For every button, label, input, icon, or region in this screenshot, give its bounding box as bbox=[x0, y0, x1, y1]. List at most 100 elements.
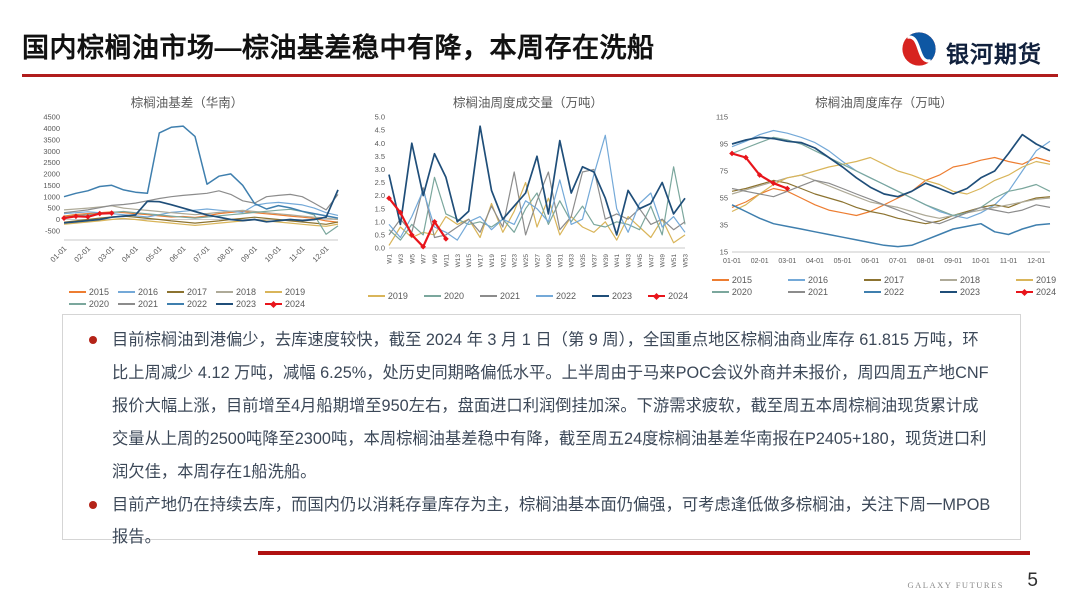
svg-text:W7: W7 bbox=[421, 254, 428, 264]
svg-text:09-01: 09-01 bbox=[944, 258, 962, 265]
svg-text:W47: W47 bbox=[648, 254, 655, 268]
legend-item-2018: 2018 bbox=[940, 275, 980, 285]
svg-text:-500: -500 bbox=[45, 226, 60, 235]
chart-title-volume: 棕榈油周度成交量（万吨） bbox=[452, 96, 603, 110]
chart-volume: 棕榈油周度成交量（万吨） 5.0 4.5 4.0 3.5 3.0 2.5 2.0 1.5 1.0… bbox=[363, 92, 693, 308]
svg-text:07-01: 07-01 bbox=[191, 244, 211, 264]
note-text-2: 目前产地仍在持续去库，而国内仍以消耗存量库存为主，棕榈油基本面仍偏强，可考虑逢低… bbox=[112, 495, 991, 547]
svg-text:W33: W33 bbox=[569, 254, 576, 268]
svg-text:10-01: 10-01 bbox=[263, 244, 283, 264]
legend-item-2023: 2023 bbox=[216, 299, 256, 309]
svg-text:W25: W25 bbox=[523, 254, 530, 268]
svg-text:08-01: 08-01 bbox=[917, 258, 935, 265]
legend-item-2020: 2020 bbox=[711, 287, 752, 297]
footer-brand-text: GALAXY FUTURES bbox=[907, 580, 1004, 590]
legend-item-2024: 2024 bbox=[265, 299, 305, 309]
svg-text:06-01: 06-01 bbox=[861, 258, 879, 265]
title-underline bbox=[22, 74, 1058, 77]
svg-text:W13: W13 bbox=[455, 254, 462, 268]
svg-text:W23: W23 bbox=[512, 254, 519, 268]
svg-text:W45: W45 bbox=[637, 254, 644, 268]
legend-item-2015: 2015 bbox=[711, 275, 752, 285]
svg-text:12-01: 12-01 bbox=[311, 244, 331, 264]
svg-text:1.5: 1.5 bbox=[375, 204, 385, 213]
chart-canvas-inventory: 115 95 75 55 35 15 01-01 02-01 03-01 04-01 05-01 06… bbox=[708, 112, 1060, 273]
footer-rule bbox=[258, 551, 1030, 555]
svg-text:55: 55 bbox=[720, 194, 728, 203]
legend-item-2015: 2015 bbox=[68, 287, 109, 297]
notes-box: 目前棕榈油到港偏少，去库速度较快，截至 2024 年 3 月 1 日（第 9 周… bbox=[62, 314, 1021, 546]
svg-text:75: 75 bbox=[720, 167, 728, 176]
svg-text:11-01: 11-01 bbox=[287, 244, 307, 264]
page-title: 国内棕榈油市场—棕油基差稳中有降，本周存在洗船 bbox=[22, 33, 655, 63]
svg-text:W49: W49 bbox=[660, 254, 667, 268]
svg-text:12-01: 12-01 bbox=[1027, 258, 1045, 265]
svg-text:15: 15 bbox=[720, 248, 728, 257]
legend-item-2020: 2020 bbox=[68, 299, 109, 309]
svg-text:02-01: 02-01 bbox=[72, 244, 92, 264]
bullet-dot bbox=[89, 336, 97, 344]
svg-text:2000: 2000 bbox=[43, 170, 60, 179]
svg-text:W37: W37 bbox=[591, 254, 598, 268]
svg-text:2.5: 2.5 bbox=[375, 178, 385, 187]
svg-text:10-01: 10-01 bbox=[972, 258, 990, 265]
legend-item-2016: 2016 bbox=[787, 275, 828, 285]
svg-text:04-01: 04-01 bbox=[806, 258, 824, 265]
legend-item-2024: 2024 bbox=[1016, 287, 1056, 297]
legend-item-2021: 2021 bbox=[479, 291, 520, 301]
legend-item-2021: 2021 bbox=[787, 287, 828, 297]
svg-text:3000: 3000 bbox=[43, 147, 60, 156]
chart-legend-inventory: 2015 2016 2017 2018 2019 2020 2021 2022 2023 2024 bbox=[711, 273, 1056, 297]
svg-text:0: 0 bbox=[56, 215, 60, 224]
legend-item-2021: 2021 bbox=[117, 299, 158, 309]
page-number: 5 bbox=[1027, 570, 1038, 591]
legend-item-2019: 2019 bbox=[367, 291, 408, 301]
svg-text:4.5: 4.5 bbox=[375, 126, 385, 135]
svg-text:05-01: 05-01 bbox=[144, 244, 164, 264]
svg-text:W53: W53 bbox=[683, 254, 690, 268]
svg-text:01-01: 01-01 bbox=[723, 258, 741, 265]
svg-text:W5: W5 bbox=[409, 254, 416, 264]
legend-item-2024: 2024 bbox=[648, 291, 688, 301]
notes-list: 目前棕榈油到港偏少，去库速度较快，截至 2024 年 3 月 1 日（第 9 周… bbox=[89, 324, 992, 554]
chart-title-basis: 棕榈油基差（华南） bbox=[130, 96, 244, 110]
svg-text:3500: 3500 bbox=[43, 135, 60, 144]
svg-text:01-01: 01-01 bbox=[48, 244, 68, 264]
svg-text:1.0: 1.0 bbox=[375, 217, 385, 226]
svg-text:09-01: 09-01 bbox=[239, 244, 259, 264]
legend-item-2022: 2022 bbox=[166, 299, 207, 309]
svg-text:3.0: 3.0 bbox=[375, 165, 385, 174]
svg-text:06-01: 06-01 bbox=[168, 244, 188, 264]
svg-text:3.5: 3.5 bbox=[375, 152, 385, 161]
note-text-1: 目前棕榈油到港偏少，去库速度较快，截至 2024 年 3 月 1 日（第 9 周… bbox=[112, 331, 989, 481]
legend-item-2022: 2022 bbox=[536, 291, 576, 301]
chart-canvas-basis: 4500 4000 3500 3000 2500 2000 1500 1000 500 0 -500… bbox=[26, 112, 348, 285]
note-bullet-2: 目前产地仍在持续去库，而国内仍以消耗存量库存为主，棕榈油基本面仍偏强，可考虑逢低… bbox=[89, 489, 992, 555]
legend-item-2022: 2022 bbox=[863, 287, 904, 297]
note-bullet-1: 目前棕榈油到港偏少，去库速度较快，截至 2024 年 3 月 1 日（第 9 周… bbox=[89, 324, 992, 489]
legend-item-2020: 2020 bbox=[423, 291, 464, 301]
svg-text:02-01: 02-01 bbox=[751, 258, 769, 265]
chart-inventory: 棕榈油周度库存（万吨） 115 95 75 55 35 15 01-01 02-01 03-01… bbox=[708, 92, 1060, 308]
svg-text:115: 115 bbox=[716, 113, 728, 122]
svg-text:0.5: 0.5 bbox=[375, 231, 385, 240]
svg-text:W41: W41 bbox=[614, 254, 621, 268]
svg-text:W19: W19 bbox=[489, 254, 496, 268]
svg-text:08-01: 08-01 bbox=[215, 244, 235, 264]
svg-text:W31: W31 bbox=[557, 254, 564, 268]
legend-item-2019: 2019 bbox=[1016, 275, 1056, 285]
chart-legend-basis: 2015 2016 2017 2018 2019 2020 2021 2022 2023 2024 bbox=[68, 285, 305, 309]
svg-text:5.0: 5.0 bbox=[375, 113, 385, 122]
svg-text:W51: W51 bbox=[671, 254, 678, 268]
svg-text:W21: W21 bbox=[500, 254, 507, 268]
svg-text:W9: W9 bbox=[432, 254, 439, 264]
brand-logo: 银河期货 bbox=[900, 30, 1042, 73]
svg-text:03-01: 03-01 bbox=[96, 244, 116, 264]
svg-text:04-01: 04-01 bbox=[120, 244, 140, 264]
svg-text:W43: W43 bbox=[626, 254, 633, 268]
svg-text:1500: 1500 bbox=[43, 181, 60, 190]
svg-text:W11: W11 bbox=[443, 254, 450, 267]
svg-text:2500: 2500 bbox=[43, 158, 60, 167]
legend-item-2017: 2017 bbox=[166, 287, 207, 297]
